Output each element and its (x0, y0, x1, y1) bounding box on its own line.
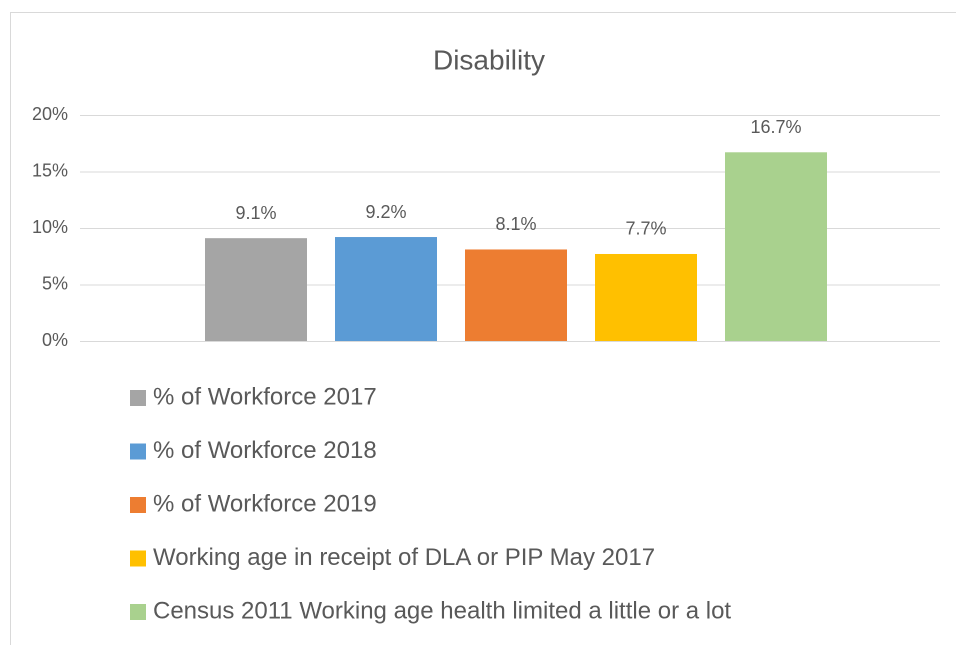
legend-label: Working age in receipt of DLA or PIP May… (153, 544, 655, 571)
y-tick-label: 0% (42, 330, 68, 350)
legend-swatch (130, 444, 146, 460)
legend-label: Census 2011 Working age health limited a… (153, 597, 731, 624)
legend-swatch (130, 551, 146, 567)
bar (205, 238, 307, 341)
legend-label: % of Workforce 2018 (153, 437, 377, 464)
data-label: 9.1% (235, 203, 276, 223)
y-tick-label: 10% (32, 217, 68, 237)
data-label: 8.1% (495, 214, 536, 234)
chart-title: Disability (433, 44, 545, 75)
data-label: 9.2% (365, 202, 406, 222)
legend-label: % of Workforce 2019 (153, 490, 377, 517)
y-tick-label: 15% (32, 160, 68, 180)
bar (465, 249, 567, 341)
legend-swatch (130, 390, 146, 406)
data-label: 7.7% (625, 219, 666, 239)
y-tick-label: 5% (42, 273, 68, 293)
legend-swatch (130, 604, 146, 620)
data-label: 16.7% (750, 117, 801, 137)
legend-label: % of Workforce 2017 (153, 383, 377, 410)
legend-swatch (130, 497, 146, 513)
y-tick-label: 20% (32, 104, 68, 124)
bar (335, 237, 437, 341)
bar (595, 254, 697, 341)
bar (725, 152, 827, 341)
